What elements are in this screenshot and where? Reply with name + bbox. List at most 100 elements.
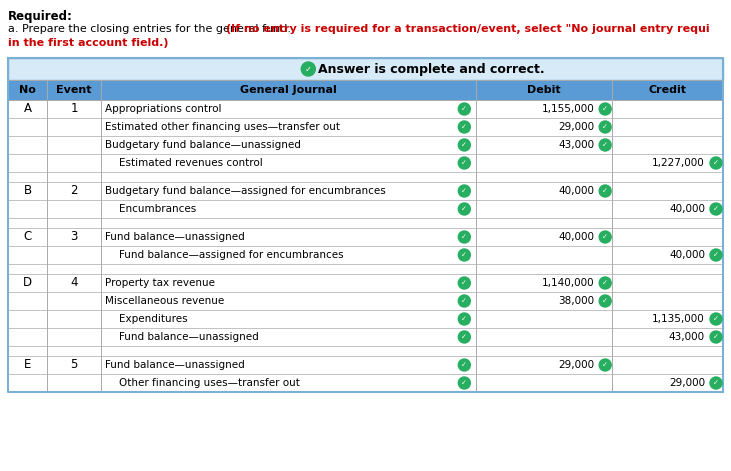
Text: in the first account field.): in the first account field.) — [8, 38, 169, 48]
Bar — [8, 182, 723, 200]
Text: 40,000: 40,000 — [669, 204, 705, 214]
Text: ✓: ✓ — [602, 124, 608, 130]
Text: ✓: ✓ — [461, 252, 467, 258]
Text: ✓: ✓ — [461, 188, 467, 194]
Text: Estimated revenues control: Estimated revenues control — [119, 158, 262, 168]
Bar — [8, 328, 723, 346]
Bar — [8, 292, 723, 310]
Circle shape — [458, 139, 470, 151]
Text: ✓: ✓ — [713, 316, 719, 322]
Bar — [8, 356, 723, 374]
Text: Appropriations control: Appropriations control — [105, 104, 221, 114]
Text: ✓: ✓ — [305, 65, 312, 73]
Circle shape — [599, 359, 611, 371]
Text: Event: Event — [56, 85, 92, 95]
Bar — [8, 58, 723, 80]
Circle shape — [710, 331, 722, 343]
Circle shape — [458, 331, 470, 343]
Circle shape — [710, 377, 722, 389]
Text: 43,000: 43,000 — [669, 332, 705, 342]
Circle shape — [458, 359, 470, 371]
Text: Debit: Debit — [528, 85, 561, 95]
Circle shape — [599, 139, 611, 151]
Circle shape — [458, 203, 470, 215]
Bar — [8, 100, 723, 118]
Bar — [8, 154, 723, 172]
Circle shape — [458, 103, 470, 115]
Text: ✓: ✓ — [602, 142, 608, 148]
Text: C: C — [23, 230, 31, 244]
Text: 29,000: 29,000 — [558, 360, 594, 370]
Text: ✓: ✓ — [713, 160, 719, 166]
Text: ✓: ✓ — [461, 380, 467, 386]
Bar — [8, 136, 723, 154]
Text: ✓: ✓ — [461, 298, 467, 304]
Text: ✓: ✓ — [713, 380, 719, 386]
Text: 40,000: 40,000 — [558, 186, 594, 196]
Circle shape — [599, 231, 611, 243]
Text: No: No — [19, 85, 36, 95]
Text: Answer is complete and correct.: Answer is complete and correct. — [318, 63, 545, 75]
Text: A: A — [23, 103, 31, 115]
Circle shape — [458, 157, 470, 169]
Circle shape — [710, 157, 722, 169]
Text: B: B — [23, 185, 31, 197]
Circle shape — [458, 377, 470, 389]
Circle shape — [710, 203, 722, 215]
Bar — [8, 374, 723, 392]
Circle shape — [710, 249, 722, 261]
Circle shape — [301, 62, 315, 76]
Text: (If no entry is required for a transaction/event, select "No journal entry requi: (If no entry is required for a transacti… — [226, 24, 710, 34]
Text: 29,000: 29,000 — [669, 378, 705, 388]
Text: ✓: ✓ — [602, 106, 608, 112]
Text: D: D — [23, 276, 32, 290]
Circle shape — [458, 185, 470, 197]
Bar — [8, 228, 723, 246]
Bar — [8, 200, 723, 218]
Text: Fund balance—assigned for encumbrances: Fund balance—assigned for encumbrances — [119, 250, 344, 260]
Text: 1,140,000: 1,140,000 — [542, 278, 594, 288]
Text: Required:: Required: — [8, 10, 73, 23]
Text: Estimated other financing uses—transfer out: Estimated other financing uses—transfer … — [105, 122, 340, 132]
Bar — [8, 310, 723, 328]
Text: ✓: ✓ — [602, 362, 608, 368]
Circle shape — [710, 313, 722, 325]
Text: Other financing uses—transfer out: Other financing uses—transfer out — [119, 378, 300, 388]
Text: ✓: ✓ — [461, 160, 467, 166]
Bar — [8, 246, 723, 264]
Text: 1,135,000: 1,135,000 — [652, 314, 705, 324]
Text: ✓: ✓ — [461, 362, 467, 368]
Text: ✓: ✓ — [602, 298, 608, 304]
Text: Credit: Credit — [648, 85, 686, 95]
Bar — [8, 218, 723, 228]
Text: 3: 3 — [70, 230, 77, 244]
Text: Budgetary fund balance—assigned for encumbrances: Budgetary fund balance—assigned for encu… — [105, 186, 386, 196]
Text: ✓: ✓ — [602, 234, 608, 240]
Circle shape — [458, 121, 470, 133]
Bar — [8, 80, 723, 100]
Bar — [8, 346, 723, 356]
Text: 1,155,000: 1,155,000 — [542, 104, 594, 114]
Text: ✓: ✓ — [602, 188, 608, 194]
Text: Fund balance—unassigned: Fund balance—unassigned — [105, 360, 245, 370]
Text: 1: 1 — [70, 103, 78, 115]
Text: 43,000: 43,000 — [558, 140, 594, 150]
Circle shape — [599, 295, 611, 307]
Text: ✓: ✓ — [461, 106, 467, 112]
Text: ✓: ✓ — [461, 234, 467, 240]
Text: 4: 4 — [70, 276, 78, 290]
Bar — [8, 172, 723, 182]
Text: Fund balance—unassigned: Fund balance—unassigned — [119, 332, 259, 342]
Circle shape — [599, 277, 611, 289]
Text: ✓: ✓ — [461, 206, 467, 212]
Text: ✓: ✓ — [713, 206, 719, 212]
Circle shape — [458, 249, 470, 261]
Text: ✓: ✓ — [461, 316, 467, 322]
Text: ✓: ✓ — [713, 252, 719, 258]
Text: 2: 2 — [70, 185, 78, 197]
Text: Miscellaneous revenue: Miscellaneous revenue — [105, 296, 224, 306]
Circle shape — [458, 277, 470, 289]
Text: ✓: ✓ — [602, 280, 608, 286]
Text: Property tax revenue: Property tax revenue — [105, 278, 215, 288]
Bar — [8, 264, 723, 274]
